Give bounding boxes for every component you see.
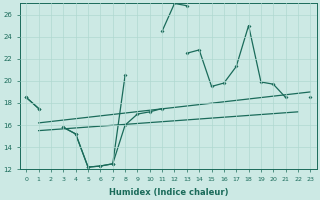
X-axis label: Humidex (Indice chaleur): Humidex (Indice chaleur)	[108, 188, 228, 197]
